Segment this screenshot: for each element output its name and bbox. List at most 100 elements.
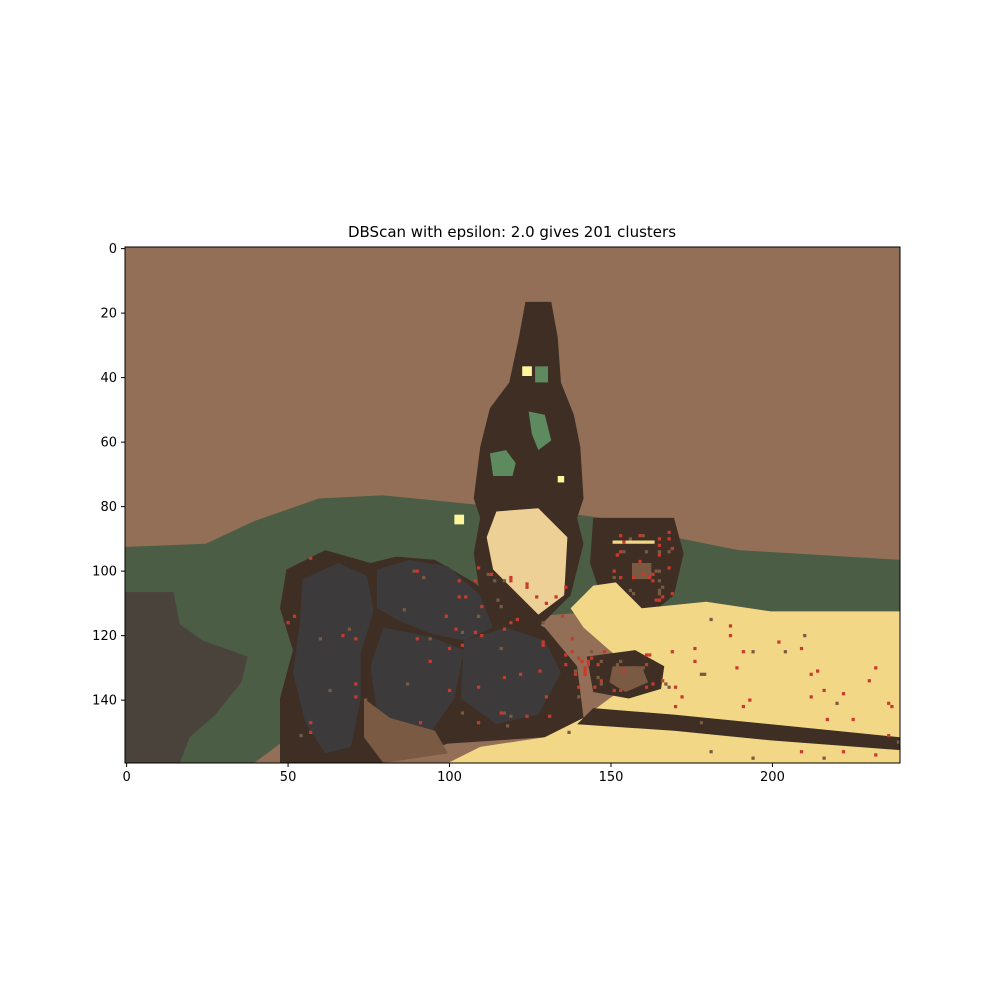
noise-pixel — [619, 534, 623, 538]
noise-pixel — [599, 659, 603, 664]
chart-title: DBScan with epsilon: 2.0 gives 201 clust… — [348, 223, 676, 241]
noise-pixel — [651, 579, 655, 583]
x-tick-label: 200 — [760, 770, 785, 785]
noise-pixel — [816, 669, 820, 673]
noise-pixel — [596, 663, 600, 667]
noise-pixel — [506, 724, 510, 728]
noise-pixel — [809, 695, 813, 699]
noise-pixel — [628, 682, 632, 686]
noise-pixel — [544, 695, 549, 699]
noise-pixel — [699, 672, 704, 676]
noise-pixel — [835, 701, 839, 705]
noise-pixel — [661, 585, 665, 589]
cluster-image — [125, 247, 900, 763]
noise-pixel — [502, 675, 507, 680]
noise-pixel — [502, 711, 507, 715]
noise-pixel — [638, 559, 642, 564]
noise-pixel — [502, 579, 507, 583]
cluster-region-table-edge — [577, 708, 900, 751]
cluster-region-grape-cluster-3 — [370, 627, 465, 738]
noise-pixel — [657, 553, 662, 557]
noise-pixel — [825, 717, 829, 722]
cluster-region-grape-cluster-4 — [460, 627, 561, 725]
noise-pixel — [415, 569, 419, 573]
noise-pixel — [644, 550, 649, 554]
noise-pixel — [525, 585, 529, 589]
noise-pixel — [525, 582, 529, 586]
noise-pixel — [402, 608, 406, 612]
cluster-region-dark-left — [125, 592, 248, 763]
noise-pixel — [548, 714, 552, 718]
noise-pixel — [499, 646, 503, 651]
plot-area — [124, 246, 901, 764]
cluster-region-goblet-highlight — [631, 563, 652, 580]
noise-pixel — [667, 530, 671, 535]
noise-pixel — [564, 585, 568, 589]
noise-pixel — [654, 569, 658, 573]
noise-pixel — [631, 592, 636, 596]
noise-pixel — [447, 688, 452, 693]
noise-pixel — [447, 646, 452, 651]
noise-pixel — [583, 669, 587, 673]
noise-pixel — [628, 537, 632, 541]
noise-pixel — [476, 614, 481, 618]
noise-pixel — [619, 659, 623, 664]
noise-pixel — [631, 575, 636, 580]
noise-pixel — [318, 637, 322, 641]
noise-pixel — [541, 621, 545, 625]
y-tick-label: 80 — [100, 500, 117, 515]
noise-pixel — [328, 688, 332, 693]
noise-pixel — [648, 653, 652, 657]
y-tick-label: 60 — [100, 436, 117, 451]
noise-pixel — [841, 750, 846, 754]
noise-pixel — [473, 630, 477, 634]
noise-pixel — [341, 634, 345, 638]
noise-pixel — [476, 566, 481, 570]
noise-pixel — [874, 753, 878, 757]
noise-pixel — [709, 750, 713, 754]
noise-pixel — [741, 650, 745, 654]
noise-pixel — [525, 714, 529, 718]
noise-pixel — [728, 624, 733, 628]
y-axis: 0 20 40 60 80 100 120 140 — [92, 242, 125, 709]
noise-pixel — [354, 682, 358, 686]
noise-pixel — [473, 579, 477, 583]
noise-pixel — [867, 679, 871, 683]
noise-pixel — [693, 659, 697, 664]
noise-pixel — [619, 688, 623, 693]
noise-pixel — [554, 595, 558, 599]
noise-pixel — [464, 595, 468, 599]
noise-pixel — [799, 750, 804, 754]
noise-pixel — [841, 692, 846, 696]
noise-pixel — [570, 650, 574, 654]
noise-pixel — [538, 669, 542, 673]
noise-pixel — [622, 540, 626, 544]
noise-pixel — [412, 569, 416, 573]
noise-pixel — [657, 598, 662, 602]
noise-pixel — [573, 672, 578, 676]
noise-pixel — [628, 588, 632, 593]
noise-pixel — [586, 663, 590, 667]
noise-pixel — [699, 721, 704, 725]
noise-pixel — [657, 550, 662, 554]
noise-pixel — [476, 685, 481, 689]
noise-pixel — [822, 688, 826, 693]
noise-pixel — [590, 650, 594, 654]
x-tick-label: 100 — [437, 770, 462, 785]
noise-pixel — [622, 669, 626, 673]
noise-pixel — [657, 592, 662, 596]
noise-pixel — [670, 592, 674, 596]
noise-pixel — [619, 575, 623, 580]
noise-pixel — [590, 656, 594, 660]
noise-pixel — [599, 679, 603, 683]
noise-pixel — [709, 617, 713, 622]
noise-pixel — [415, 637, 419, 641]
noise-pixel — [496, 598, 500, 602]
noise-pixel — [751, 756, 755, 760]
noise-pixel — [680, 695, 684, 699]
noise-pixel — [502, 627, 507, 631]
noise-pixel — [509, 714, 513, 718]
noise-pixel — [518, 672, 523, 676]
noise-pixel — [292, 614, 297, 618]
noise-pixel — [593, 685, 597, 689]
